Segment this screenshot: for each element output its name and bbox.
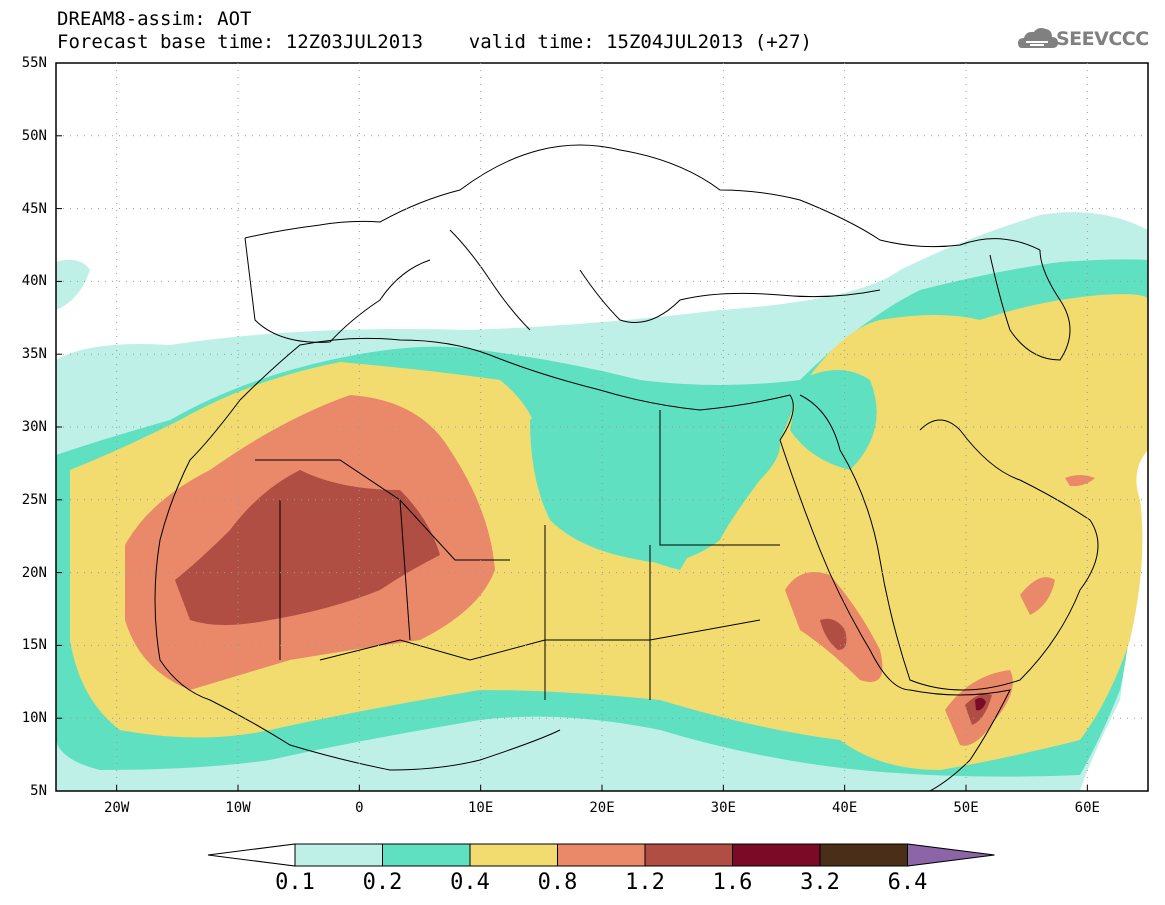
border-egypt-libya xyxy=(659,410,780,546)
map-title: DREAM8-assim: AOT xyxy=(57,8,252,30)
colorbar-over-arrow xyxy=(907,843,995,867)
coastline-red-sea xyxy=(779,439,911,691)
colorbar-level-label: 1.6 xyxy=(712,870,753,895)
aot-band-0.8-gulf xyxy=(1065,475,1095,487)
forecast-time-subtitle: Forecast base time: 12Z03JUL2013 valid t… xyxy=(57,31,812,53)
colorbar-swatch xyxy=(557,843,646,867)
coastlines-borders xyxy=(154,144,1099,791)
colorbar-swatch xyxy=(382,843,471,867)
coastline-greece-turkey xyxy=(579,269,881,323)
coastline-north-africa xyxy=(239,337,794,441)
aot-band-1.6-somalia xyxy=(975,697,986,711)
colorbar-swatch xyxy=(819,843,908,867)
aot-contour-fills xyxy=(56,212,1148,791)
lat-tick-label: 40N xyxy=(21,273,47,290)
lon-tick-label: 10E xyxy=(468,800,494,816)
coastline-iberia xyxy=(244,237,431,343)
lat-tick-label: 5N xyxy=(30,783,47,799)
colorbar-under-arrow xyxy=(207,843,296,867)
lat-tick-label: 45N xyxy=(21,200,47,217)
aot-band-0.8-oman xyxy=(1020,577,1055,615)
aot-band-0.2-arabia xyxy=(790,370,877,470)
border-sahara-2 xyxy=(279,499,411,660)
colorbar-swatch xyxy=(732,843,821,867)
aot-band-1.2 xyxy=(175,470,440,625)
aot-band-0.1-iberia xyxy=(56,259,90,310)
colorbar-level-label: 3.2 xyxy=(800,870,840,895)
colorbar-swatch xyxy=(294,843,383,867)
colorbar-level-label: 6.4 xyxy=(887,870,928,895)
logo-text: SEEVCCC xyxy=(1056,28,1149,50)
lon-tick-label: 50E xyxy=(953,800,979,816)
colorbar-level-label: 1.2 xyxy=(625,870,665,895)
aot-band-1.2-eritrea xyxy=(820,618,847,650)
lat-tick-label: 35N xyxy=(21,346,47,363)
lat-tick-label: 55N xyxy=(21,55,47,71)
colorbar-swatch xyxy=(644,843,733,867)
lat-tick-label: 20N xyxy=(21,564,47,581)
lon-tick-label: 40E xyxy=(832,800,858,816)
lat-tick-label: 25N xyxy=(21,491,47,508)
lon-tick-label: 60E xyxy=(1074,800,1100,816)
graticule xyxy=(56,63,1148,791)
colorbar-level-label: 0.4 xyxy=(450,870,490,895)
border-chad xyxy=(544,525,651,700)
coastline-west-africa xyxy=(154,399,561,771)
border-sahel xyxy=(319,619,761,661)
colorbar xyxy=(207,843,995,867)
lat-tick-label: 50N xyxy=(21,127,47,144)
seevccc-logo xyxy=(1018,28,1058,48)
coastline-europe xyxy=(244,144,1041,251)
coastline-horn-africa xyxy=(909,689,1011,791)
colorbar-level-label: 0.1 xyxy=(275,870,315,895)
coastline-caspian xyxy=(989,249,1071,361)
coastline-arabia xyxy=(799,394,1099,691)
colorbar-level-label: 0.8 xyxy=(537,870,578,895)
lon-tick-label: 20W xyxy=(104,800,130,816)
lon-tick-label: 30E xyxy=(710,800,736,816)
lat-tick-label: 15N xyxy=(21,637,47,654)
coastline-italy xyxy=(449,229,531,331)
lat-tick-label: 30N xyxy=(21,419,47,435)
axis-ticks xyxy=(56,62,1088,792)
colorbar-swatch xyxy=(469,843,558,867)
aot-band-0.2-libya xyxy=(530,395,780,563)
lon-tick-label: 10W xyxy=(225,800,251,816)
lat-tick-label: 10N xyxy=(21,710,47,727)
lon-tick-label: 0 xyxy=(355,800,364,816)
colorbar-level-label: 0.2 xyxy=(362,870,403,895)
lon-tick-label: 20E xyxy=(589,800,615,816)
